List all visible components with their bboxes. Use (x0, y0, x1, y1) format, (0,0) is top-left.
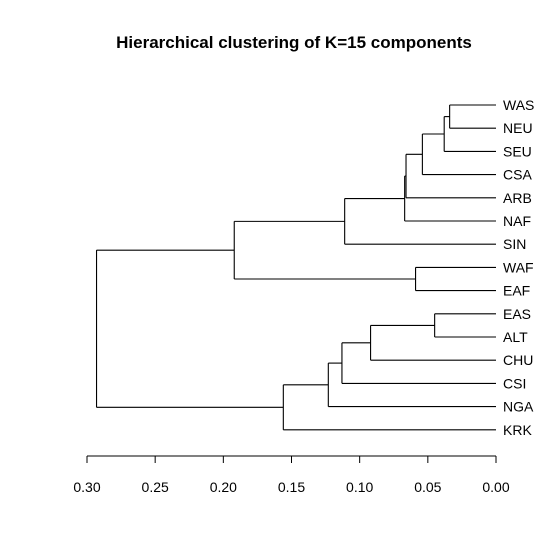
leaf-label-seu: SEU (503, 143, 532, 159)
x-tick-label: 0.05 (414, 479, 441, 495)
leaf-labels: WAS NEU SEU CSA ARB NAF SIN WAF EAF EAS ALT CHU CSI N… (503, 97, 534, 438)
x-tick-label: 0.10 (346, 479, 373, 495)
leaf-label-sin: SIN (503, 236, 526, 252)
leaf-label-nga: NGA (503, 399, 534, 415)
x-tick-label: 0.30 (73, 479, 100, 495)
leaf-label-chu: CHU (503, 352, 533, 368)
leaf-label-was: WAS (503, 97, 534, 113)
leaf-label-krk: KRK (503, 422, 532, 438)
leaf-label-eaf: EAF (503, 283, 530, 299)
leaf-label-arb: ARB (503, 190, 532, 206)
leaf-label-eas: EAS (503, 306, 531, 322)
leaf-label-waf: WAF (503, 259, 534, 275)
leaf-label-alt: ALT (503, 329, 528, 345)
leaf-label-naf: NAF (503, 213, 531, 229)
dendrogram-tree (95, 104, 496, 431)
x-axis: 0.30 0.25 0.20 0.15 0.10 0.05 0.00 (73, 455, 510, 495)
leaf-label-csa: CSA (503, 167, 532, 183)
x-tick-label: 0.20 (210, 479, 237, 495)
x-tick-label: 0.00 (482, 479, 509, 495)
chart-title: Hierarchical clustering of K=15 componen… (116, 33, 472, 52)
x-tick-label: 0.25 (142, 479, 169, 495)
x-tick-label: 0.15 (278, 479, 305, 495)
leaf-label-neu: NEU (503, 120, 533, 136)
leaf-label-csi: CSI (503, 375, 526, 391)
